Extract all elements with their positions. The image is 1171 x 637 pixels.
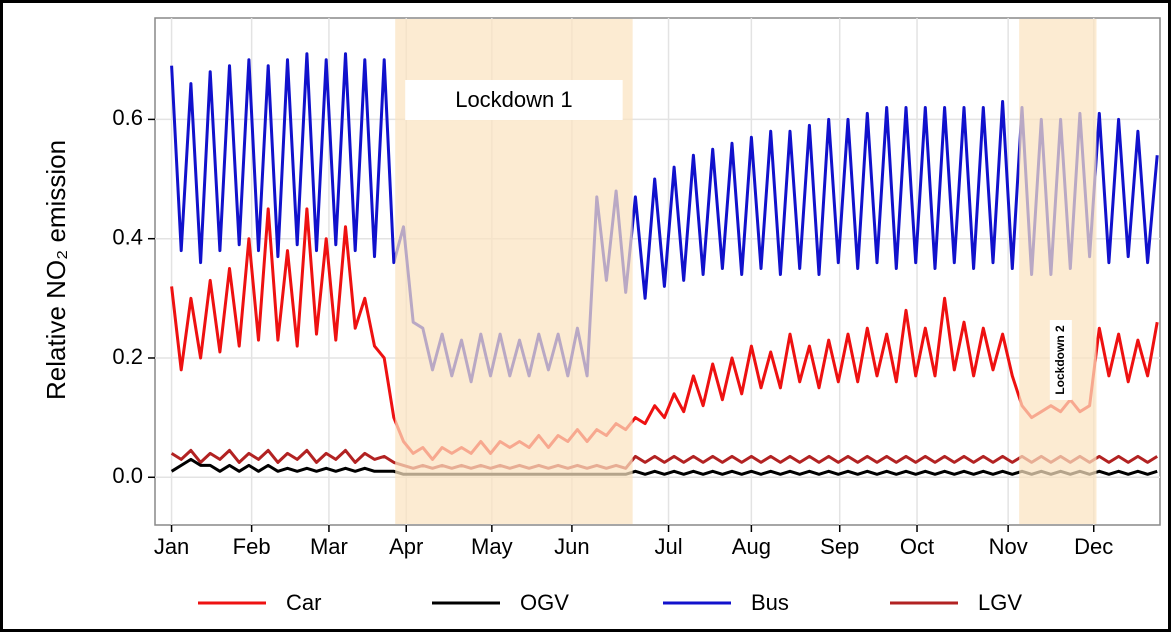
x-tick-label: Feb (233, 534, 271, 559)
x-tick-label: Aug (732, 534, 771, 559)
x-tick-label: Jun (554, 534, 589, 559)
x-tick-label: May (471, 534, 513, 559)
x-tick-label: Oct (900, 534, 934, 559)
x-tick-label: Apr (389, 534, 423, 559)
y-tick-label: 0.6 (112, 105, 143, 130)
y-tick-label: 0.0 (112, 463, 143, 488)
y-axis-label: Relative NO₂ emission (41, 140, 71, 400)
span-label: Lockdown 1 (455, 87, 572, 112)
series-line (170, 207, 1159, 461)
y-tick-label: 0.4 (112, 225, 143, 250)
span-label-box (1049, 320, 1072, 400)
series-line (170, 52, 1159, 384)
lockdown-span (1019, 19, 1097, 524)
legend-label: OGV (520, 590, 569, 615)
x-tick-label: Sep (820, 534, 859, 559)
y-tick-label: 0.2 (112, 344, 143, 369)
span-label-box (405, 80, 623, 120)
legend-label: Bus (751, 590, 789, 615)
x-tick-label: Jan (154, 534, 189, 559)
legend-label: Car (286, 590, 321, 615)
span-label: Lockdown 2 (1053, 325, 1067, 395)
series-line (170, 448, 1158, 470)
x-tick-label: Dec (1074, 534, 1113, 559)
x-tick-label: Nov (989, 534, 1028, 559)
legend-label: LGV (978, 590, 1022, 615)
x-tick-label: Mar (310, 534, 348, 559)
x-tick-label: Jul (654, 534, 682, 559)
series-line (170, 457, 1158, 476)
